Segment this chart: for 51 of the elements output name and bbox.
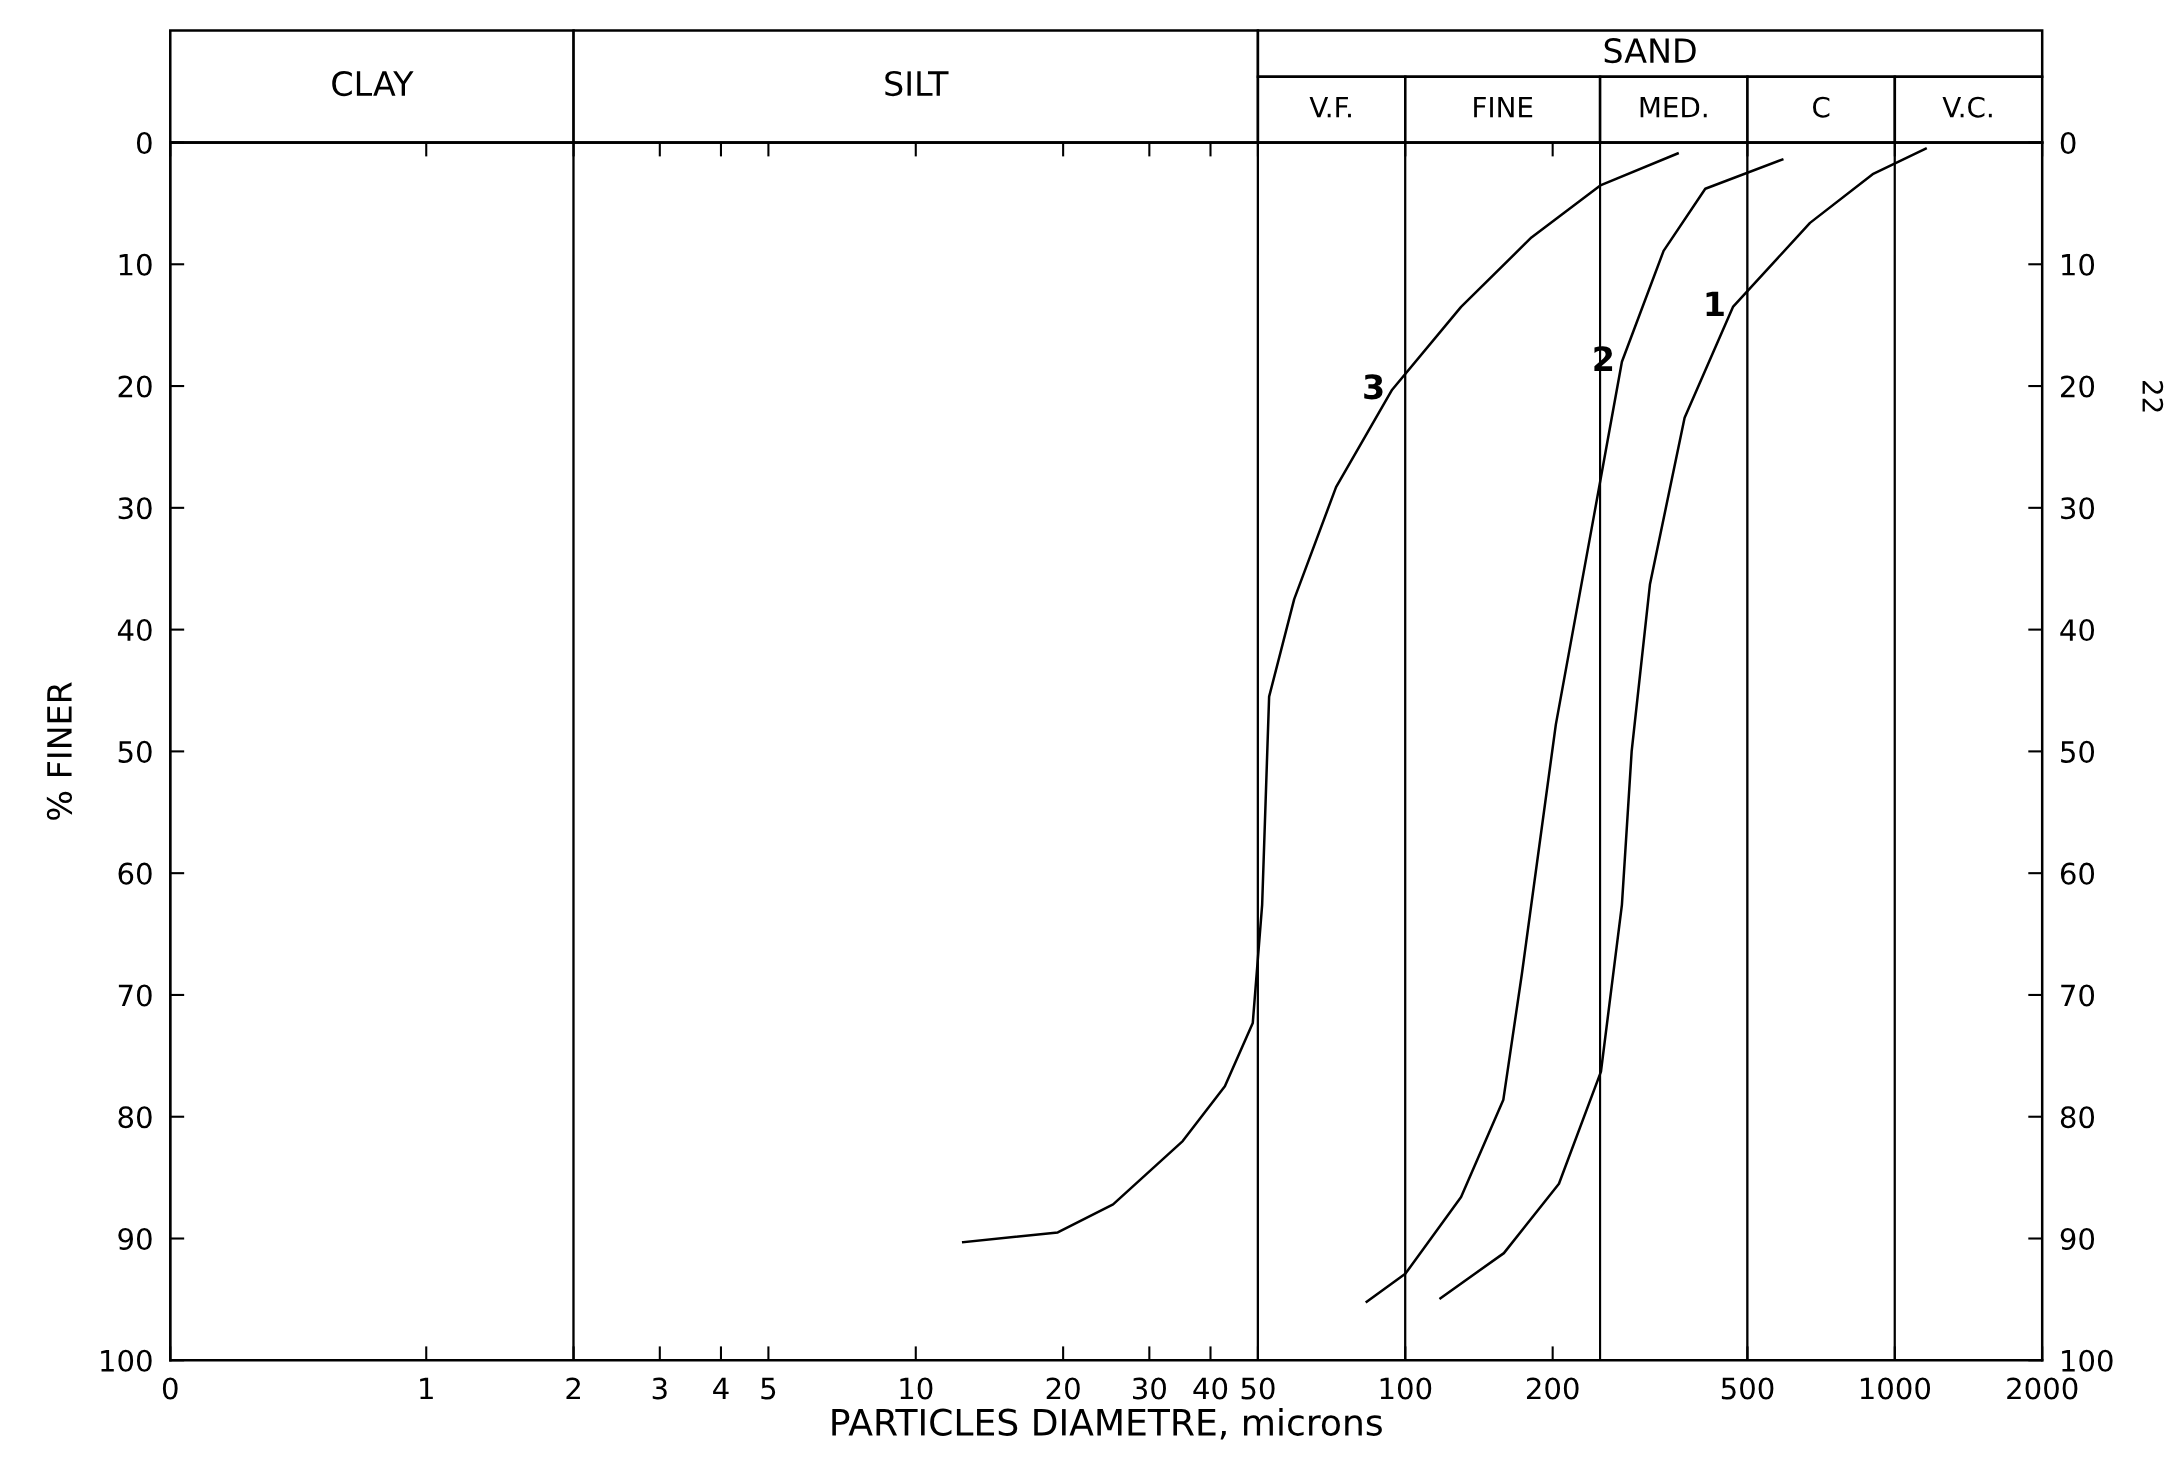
y2-tick-label: 70 — [2061, 984, 2095, 1007]
y-tick-label: 90 — [118, 1227, 152, 1251]
y-tick-label: 30 — [118, 497, 152, 520]
x-tick-label: 4 — [713, 1377, 729, 1400]
text: 22 — [2142, 380, 2164, 412]
y-axis-title: % FINER — [46, 682, 73, 820]
y2-tick-label: 20 — [2061, 375, 2095, 398]
y2-tick-label: 80 — [2060, 1106, 2095, 1129]
x-tick-label: 200 — [1526, 1377, 1579, 1400]
x-tick-label: 10 — [900, 1377, 933, 1400]
band-label: CLAY — [332, 70, 414, 97]
y2-tick-label: 30 — [2061, 497, 2095, 520]
y2-tick-label: 0 — [2060, 131, 2076, 154]
x-tick-label: 40 — [1193, 1377, 1228, 1400]
x-tick-label: 2000 — [2007, 1377, 2078, 1400]
y-tick-label: 0 — [136, 131, 152, 154]
x-tick-label: 1000 — [1860, 1377, 1931, 1400]
x-tick-label: 5 — [761, 1377, 776, 1400]
y2-tick-label: 10 — [2062, 253, 2095, 276]
band-label: SILT — [885, 70, 949, 97]
y2-tick-label: 50 — [2061, 740, 2095, 763]
x-tick-label: 2 — [566, 1377, 580, 1400]
x-tick-label: 1 — [420, 1377, 433, 1400]
x-tick-label: 20 — [1046, 1377, 1080, 1400]
y-tick-label: 20 — [118, 375, 152, 398]
series-label: 3 — [1364, 374, 1383, 400]
x-tick-label: 3 — [652, 1377, 667, 1400]
band-label: SAND — [1604, 38, 1696, 64]
y-tick-label: 10 — [119, 253, 152, 276]
x-tick-label: 500 — [1721, 1377, 1774, 1400]
x-tick-label: 50 — [1241, 1377, 1275, 1400]
band-label: V.F. — [1309, 97, 1351, 118]
x-tick-label: 0 — [162, 1377, 178, 1400]
y-tick-label: 70 — [118, 984, 152, 1007]
y-tick-label: 50 — [118, 740, 152, 763]
y-tick-label: 100 — [101, 1349, 152, 1372]
y2-tick-label: 100 — [2062, 1349, 2113, 1372]
x-tick-label: 30 — [1133, 1377, 1166, 1400]
band-label: MED. — [1640, 97, 1707, 118]
band-label: V.C. — [1942, 96, 1992, 118]
series-label: 1 — [1706, 291, 1724, 317]
y-tick-label: 40 — [117, 619, 152, 642]
y2-tick-label: 90 — [2060, 1227, 2095, 1251]
x-axis-title: PARTICLES DIAMETRE, microns — [832, 1407, 1382, 1440]
y-tick-label: 60 — [118, 862, 152, 885]
band-label: FINE — [1474, 97, 1533, 118]
x-tick-label: 100 — [1380, 1377, 1432, 1400]
y-tick-label: 80 — [118, 1106, 152, 1129]
y2-tick-label: 60 — [2060, 862, 2095, 885]
band-label: C — [1813, 96, 1830, 118]
y2-tick-label: 40 — [2060, 619, 2095, 642]
